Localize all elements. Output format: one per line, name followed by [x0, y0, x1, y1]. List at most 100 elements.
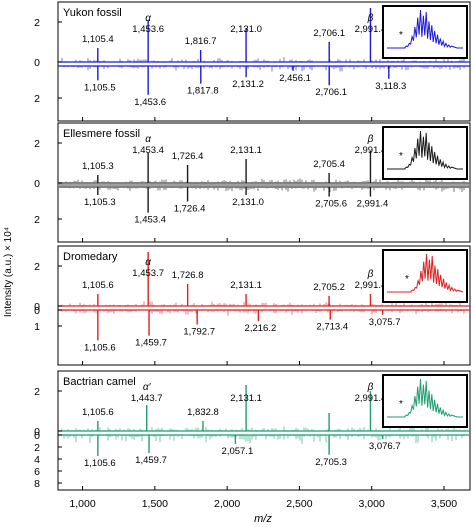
y-tick-label-bottom: 2: [34, 442, 40, 454]
y-tick-label-bottom: 6: [34, 466, 40, 478]
peak-label-bottom: 1,817.8: [187, 86, 219, 97]
peak-label-top: 1,453.4: [132, 145, 164, 156]
y-tick-label-top: 2: [34, 17, 40, 29]
peak-label-bottom: 2,216.2: [245, 323, 277, 334]
spectrum-trace: [58, 151, 470, 213]
peak-label-top: 1,816.7: [185, 36, 217, 47]
peak-tag: α: [145, 134, 151, 145]
y-tick-label-bottom: 2: [34, 214, 40, 226]
y-tick-label-top: 0: [34, 426, 40, 438]
peak-label-top: 2,131.1: [230, 393, 262, 404]
x-tick-label: 1,000: [69, 498, 95, 510]
peak-label-bottom: 2,456.1: [279, 73, 311, 84]
peak-label-top: 1,443.7: [131, 393, 163, 404]
peak-tag: β: [367, 269, 374, 280]
x-axis: 1,000 1,500 2,000 2,500 3,000 3,500: [69, 498, 457, 510]
peak-tag: β: [367, 382, 374, 393]
peak-label-top: 2,706.1: [313, 28, 345, 39]
peak-tag: β: [367, 134, 374, 145]
x-tick-label: 1,500: [142, 498, 168, 510]
y-tick-label-top: 2: [34, 138, 40, 150]
y-tick-label-bottom: 1: [34, 321, 40, 333]
isotope-envelope: [387, 253, 464, 293]
panel-1: 1,105.41,453.6α1,816.72,131.0 2,706.1 2,99…: [34, 1, 471, 122]
panel-3: 1,105.6 1,453.7α 1,726.8 2,131.1 2,705.2 2,99…: [34, 245, 471, 366]
peak-label-bottom: 1,792.7: [183, 326, 215, 337]
peak-label-bottom: 2,131.2: [232, 79, 264, 90]
x-tick-label: 3,000: [359, 498, 385, 510]
peak-label-bottom: 2,991.4: [357, 199, 389, 210]
peak-label-top: 1,453.7: [132, 268, 164, 279]
y-tick-label-top: 0: [34, 301, 40, 313]
peak-label-bottom: 2,705.6: [315, 199, 347, 210]
peak-label-bottom: 1,459.7: [135, 338, 167, 349]
peak-label-bottom: 2,057.1: [222, 446, 254, 457]
y-tick-label-top: 2: [34, 386, 40, 398]
monoisotopic-marker: *: [405, 274, 409, 285]
peak-label-bottom: 2,706.1: [315, 87, 347, 98]
peak-label-top: 2,991.4: [355, 24, 387, 35]
peak-label-top: 1,726.4: [172, 151, 204, 162]
y-axis-label: Intensity (a.u.) × 10⁴: [3, 227, 14, 317]
x-tick-label: 3,500: [431, 498, 457, 510]
peak-label-bottom: 1,726.4: [174, 203, 206, 214]
y-tick-label-top: 2: [34, 261, 40, 273]
baseline-band: [58, 182, 470, 188]
panel-4: 1,105.6 1,443.7α′ 1,832.8 2,131.1 2,991.4β 1,…: [34, 370, 471, 491]
peak-label-top: 2,131.1: [230, 145, 262, 156]
monoisotopic-marker: *: [399, 30, 403, 41]
peak-tag: α: [145, 257, 151, 268]
panel-2: 1,105.31,453.4α1,726.42,131.12,705.42,99…: [34, 122, 471, 243]
peak-label-top: 1,832.8: [187, 407, 219, 418]
panel-title: Ellesmere fossil: [63, 128, 140, 140]
peak-label-bottom: 1,105.6: [84, 342, 116, 353]
panel-title: Dromedary: [63, 251, 118, 263]
y-tick-label-top: 0: [34, 57, 40, 69]
peak-label-bottom: 1,453.4: [134, 215, 166, 226]
monoisotopic-marker: *: [399, 151, 403, 162]
isotope-envelope: [387, 9, 463, 49]
peak-label-top: 1,105.6: [82, 407, 114, 418]
x-tick-label: 2,500: [286, 498, 312, 510]
spectrum-trace: [58, 252, 470, 341]
peak-label-bottom: 1,105.6: [84, 458, 116, 469]
peak-label-top: 1,453.6: [132, 24, 164, 35]
peak-label-top: 1,105.3: [82, 161, 114, 172]
peak-label-top: 1,726.8: [172, 270, 204, 281]
y-tick-label-bottom: 8: [34, 478, 40, 490]
peak-label-top: 2,131.0: [230, 24, 262, 35]
peak-label-top: 2,991.4: [355, 280, 387, 291]
isotope-envelope: [387, 130, 463, 170]
x-tick-label: 2,000: [214, 498, 240, 510]
peak-label-top: 2,705.2: [313, 282, 345, 293]
peak-label-bottom: 2,713.4: [316, 322, 348, 333]
peak-label-top: 1,105.6: [82, 280, 114, 291]
peak-label-bottom: 3,075.7: [369, 317, 401, 328]
peak-tag: β: [367, 13, 374, 24]
peak-label-bottom: 1,105.3: [84, 197, 116, 208]
y-tick-label-top: 0: [34, 178, 40, 190]
x-axis-label: m/z: [254, 513, 272, 525]
panel-title: Bactrian camel: [63, 376, 136, 388]
peak-tag: α: [145, 13, 151, 24]
y-tick-label-bottom: 2: [34, 93, 40, 105]
peak-label-top: 2,131.1: [230, 280, 262, 291]
panel-title: Yukon fossil: [63, 7, 122, 19]
peak-label-bottom: 2,131.0: [232, 197, 264, 208]
peak-label-bottom: 3,076.7: [369, 441, 401, 452]
peak-label-top: 2,991.4: [355, 393, 387, 404]
peak-label-bottom: 2,705.3: [315, 457, 347, 468]
spectrum-trace: [58, 385, 470, 456]
isotope-inset: [382, 126, 468, 180]
y-tick-label-bottom: 0: [34, 430, 40, 442]
peak-label-top: 2,705.4: [313, 159, 345, 170]
peak-label-bottom: 1,453.6: [134, 97, 166, 108]
spectrum-trace: [58, 8, 470, 95]
isotope-envelope: [387, 378, 463, 418]
y-tick-label-bottom: 0: [34, 305, 40, 317]
peak-label-bottom: 1,459.7: [135, 455, 167, 466]
peak-label-top: 2,991.4: [355, 145, 387, 156]
panels-group: 1,105.41,453.6α1,816.72,131.0 2,706.1 2,99…: [34, 1, 471, 491]
monoisotopic-marker: *: [399, 399, 403, 410]
